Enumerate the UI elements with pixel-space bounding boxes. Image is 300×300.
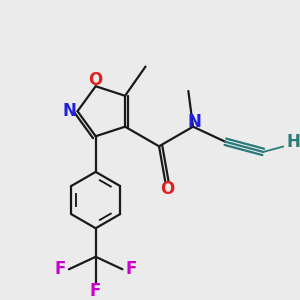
Text: N: N bbox=[188, 113, 202, 131]
Text: N: N bbox=[62, 102, 76, 120]
Text: H: H bbox=[286, 133, 300, 151]
Text: F: F bbox=[90, 282, 101, 300]
Text: O: O bbox=[160, 180, 174, 198]
Text: O: O bbox=[88, 71, 103, 89]
Text: F: F bbox=[55, 260, 66, 278]
Text: F: F bbox=[125, 260, 136, 278]
